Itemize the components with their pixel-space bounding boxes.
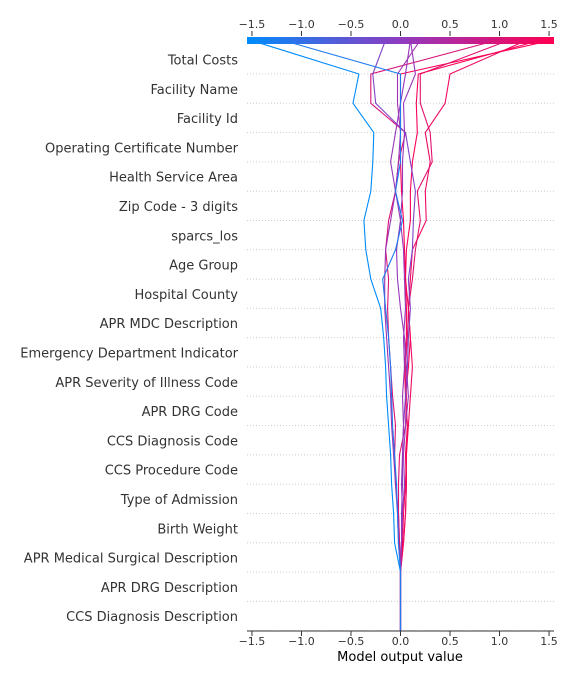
feature-label: APR DRG Code bbox=[142, 405, 238, 420]
feature-label: Birth Weight bbox=[157, 522, 238, 537]
decision-line bbox=[390, 39, 411, 632]
feature-label: Health Service Area bbox=[109, 171, 238, 186]
feature-label: APR DRG Description bbox=[101, 581, 238, 596]
bottom-tick-label: −0.5 bbox=[338, 635, 365, 648]
top-tick-label: −1.5 bbox=[239, 18, 266, 31]
feature-labels: Total Costs Facility Name Facility Id Opera… bbox=[20, 54, 238, 626]
feature-label: CCS Diagnosis Description bbox=[66, 610, 238, 625]
bottom-tick-label: 1.5 bbox=[540, 635, 558, 648]
top-tick-label: −0.5 bbox=[338, 18, 365, 31]
feature-label: sparcs_los bbox=[171, 229, 238, 244]
bottom-tick-label: 0.0 bbox=[392, 635, 410, 648]
decision-line bbox=[399, 39, 554, 632]
bottom-tick-label: −1.0 bbox=[288, 635, 315, 648]
colorbar-gradient bbox=[247, 37, 554, 44]
colorbar bbox=[247, 37, 554, 44]
feature-label: APR Medical Surgical Description bbox=[24, 552, 238, 567]
feature-label: CCS Diagnosis Code bbox=[107, 434, 238, 449]
decision-lines bbox=[249, 39, 554, 632]
decision-line bbox=[249, 39, 402, 632]
feature-label: APR MDC Description bbox=[100, 317, 238, 332]
feature-label: Emergency Department Indicator bbox=[20, 347, 238, 362]
top-tick-label: 1.0 bbox=[491, 18, 509, 31]
feature-label: Facility Name bbox=[150, 83, 238, 98]
bottom-tick-label: −1.5 bbox=[239, 635, 266, 648]
top-tick-label: −1.0 bbox=[288, 18, 315, 31]
x-axis-title: Model output value bbox=[337, 650, 463, 665]
feature-label: Facility Id bbox=[177, 112, 238, 127]
decision-line bbox=[281, 39, 404, 632]
top-tick-label: 1.5 bbox=[540, 18, 558, 31]
feature-label: Hospital County bbox=[135, 288, 239, 303]
bottom-tick-label: 0.5 bbox=[441, 635, 459, 648]
top-tick-label: 0.0 bbox=[392, 18, 410, 31]
feature-label: Zip Code - 3 digits bbox=[119, 200, 238, 215]
feature-label: Operating Certificate Number bbox=[45, 141, 239, 156]
bottom-tick-label: 1.0 bbox=[491, 635, 509, 648]
feature-label: Age Group bbox=[169, 259, 238, 274]
feature-label: APR Severity of Illness Code bbox=[55, 376, 238, 391]
feature-label: Type of Admission bbox=[120, 493, 238, 508]
feature-label: Total Costs bbox=[167, 54, 238, 69]
x-axis: −1.5 −1.0 −0.5 0.0 0.5 1.0 1.5 bbox=[239, 630, 558, 648]
top-tick-label: 0.5 bbox=[441, 18, 459, 31]
feature-label: CCS Procedure Code bbox=[105, 464, 238, 479]
colorbar-axis: −1.5 −1.0 −0.5 0.0 0.5 1.0 1.5 bbox=[239, 18, 558, 36]
